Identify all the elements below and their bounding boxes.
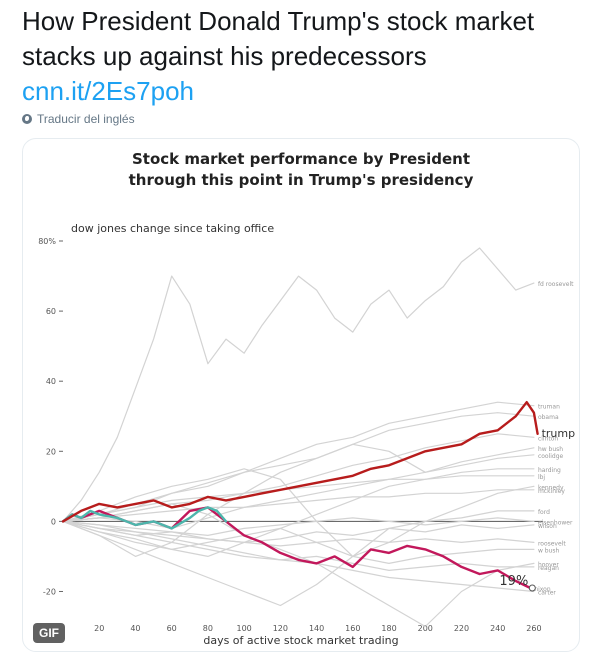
series-label-hoover: hoover (538, 561, 559, 568)
series-label-reagan: reagan (538, 565, 559, 572)
tweet-body: How President Donald Trump's stock marke… (22, 6, 535, 71)
x-tick-label: 20 (94, 624, 104, 633)
series-line-nixon (61, 506, 532, 590)
chart-xlabel: days of active stock market trading (203, 634, 399, 647)
x-tick-label: 60 (167, 624, 177, 633)
series-line-harding (62, 468, 535, 557)
x-tick-label: 140 (309, 624, 324, 633)
series-line-trump (61, 401, 539, 523)
annotation-marker (528, 584, 536, 592)
annotation-label: 19% (499, 574, 528, 589)
tweet-link[interactable]: cnn.it/2Es7poh (22, 76, 195, 106)
series-label-trump: trump (542, 427, 576, 440)
translate-link[interactable]: Traducir del inglés (22, 112, 135, 126)
x-tick-label: 120 (273, 624, 288, 633)
series-line-nixon-early (61, 506, 228, 530)
series-label-lbj: lbj (538, 474, 545, 481)
x-tick-label: 260 (526, 624, 541, 633)
x-tick-label: 200 (418, 624, 433, 633)
series-line-ford (62, 510, 535, 607)
y-tick-label: 80% (38, 237, 56, 246)
series-line-w-bush (62, 520, 535, 564)
chart-ylabel: dow jones change since taking office (71, 222, 275, 235)
series-line-hw-bush (62, 443, 535, 522)
chart-title: Stock market performance by President th… (128, 150, 474, 189)
y-tick-label: 0 (51, 517, 56, 526)
y-tick-label: 20 (46, 447, 56, 456)
x-tick-label: 40 (130, 624, 140, 633)
series-label-roosevelt: roosevelt (538, 540, 566, 547)
series-label-truman: truman (538, 404, 560, 411)
series-label-fd-roosevelt: fd roosevelt (538, 281, 574, 288)
series-line-eisenhower (62, 517, 535, 536)
series-label-clinton: clinton (538, 435, 558, 442)
x-tick-label: 100 (236, 624, 251, 633)
x-tick-label: 220 (454, 624, 469, 633)
series-line-carter (62, 520, 535, 593)
x-tick-label: 80 (203, 624, 213, 633)
series-label-eisenhower: eisenhower (538, 519, 573, 526)
series-label-kennedy: kennedy (538, 484, 564, 491)
y-tick-label: 60 (46, 307, 56, 316)
tweet-media[interactable]: Stock market performance by President th… (22, 138, 580, 652)
series-label-w-bush: w bush (538, 547, 560, 554)
y-tick-label: -20 (43, 587, 56, 596)
y-tick-label: 40 (46, 377, 56, 386)
series-label-mckinley: mckinley (538, 488, 565, 495)
x-tick-label: 180 (381, 624, 396, 633)
series-line-fd-roosevelt (62, 247, 535, 522)
series-label-harding: harding (538, 467, 561, 474)
x-tick-label: 240 (490, 624, 505, 633)
series-label-carter: carter (538, 589, 556, 596)
series-label-coolidge: coolidge (538, 453, 564, 460)
series-label-ford: ford (538, 509, 550, 516)
series-label-nixon: nixon (534, 586, 551, 593)
translate-label: Traducir del inglés (37, 112, 135, 126)
series-line-lbj (62, 475, 535, 522)
series-line-mckinley (62, 489, 535, 522)
series-label-obama: obama (538, 414, 559, 421)
series-line-hoover (62, 503, 535, 628)
globe-icon (22, 114, 32, 124)
x-tick-label: 160 (345, 624, 360, 633)
gif-badge: GIF (33, 623, 65, 643)
series-label-wilson: wilson (538, 523, 557, 530)
series-line-kennedy (62, 468, 535, 557)
series-label-hw-bush: hw bush (538, 446, 563, 453)
tweet-text: How President Donald Trump's stock marke… (22, 4, 592, 109)
series-line-obama (62, 412, 535, 557)
